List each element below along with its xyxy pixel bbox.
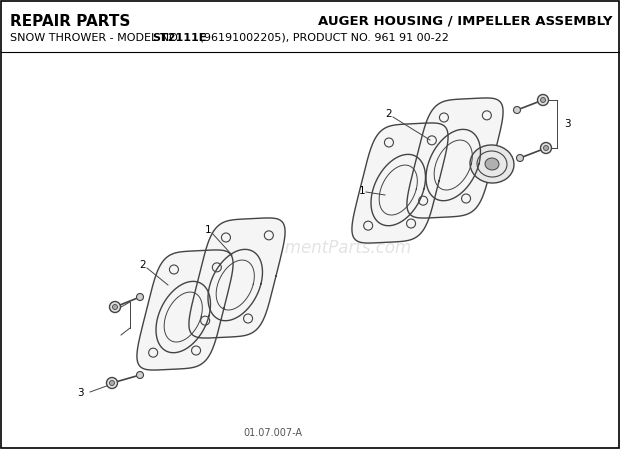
Text: REPAIR PARTS: REPAIR PARTS xyxy=(10,14,130,29)
Circle shape xyxy=(110,380,115,386)
Circle shape xyxy=(136,294,143,300)
Polygon shape xyxy=(352,123,448,243)
Circle shape xyxy=(541,142,552,154)
Text: AUGER HOUSING / IMPELLER ASSEMBLY: AUGER HOUSING / IMPELLER ASSEMBLY xyxy=(317,14,612,27)
Text: eReplacementParts.com: eReplacementParts.com xyxy=(208,239,412,257)
Circle shape xyxy=(112,304,118,309)
Text: 2: 2 xyxy=(140,260,146,270)
Circle shape xyxy=(516,154,523,162)
Ellipse shape xyxy=(485,158,499,170)
Polygon shape xyxy=(137,250,233,370)
Text: 1: 1 xyxy=(359,186,365,196)
Circle shape xyxy=(513,106,521,114)
Circle shape xyxy=(544,145,549,150)
Polygon shape xyxy=(407,98,503,218)
Polygon shape xyxy=(189,218,285,338)
Circle shape xyxy=(107,378,118,388)
Text: (96191002205), PRODUCT NO. 961 91 00-22: (96191002205), PRODUCT NO. 961 91 00-22 xyxy=(196,33,449,43)
Text: SNOW THROWER - MODEL NO.: SNOW THROWER - MODEL NO. xyxy=(10,33,185,43)
Text: 01.07.007-A: 01.07.007-A xyxy=(243,428,302,438)
Circle shape xyxy=(541,97,546,102)
Text: 3: 3 xyxy=(77,388,83,398)
Ellipse shape xyxy=(470,145,514,183)
Circle shape xyxy=(110,301,120,313)
Text: 3: 3 xyxy=(564,119,570,129)
Circle shape xyxy=(136,371,143,379)
Text: ST2111E: ST2111E xyxy=(152,33,206,43)
Circle shape xyxy=(538,94,549,106)
Text: 1: 1 xyxy=(205,225,211,235)
Text: 2: 2 xyxy=(386,109,392,119)
